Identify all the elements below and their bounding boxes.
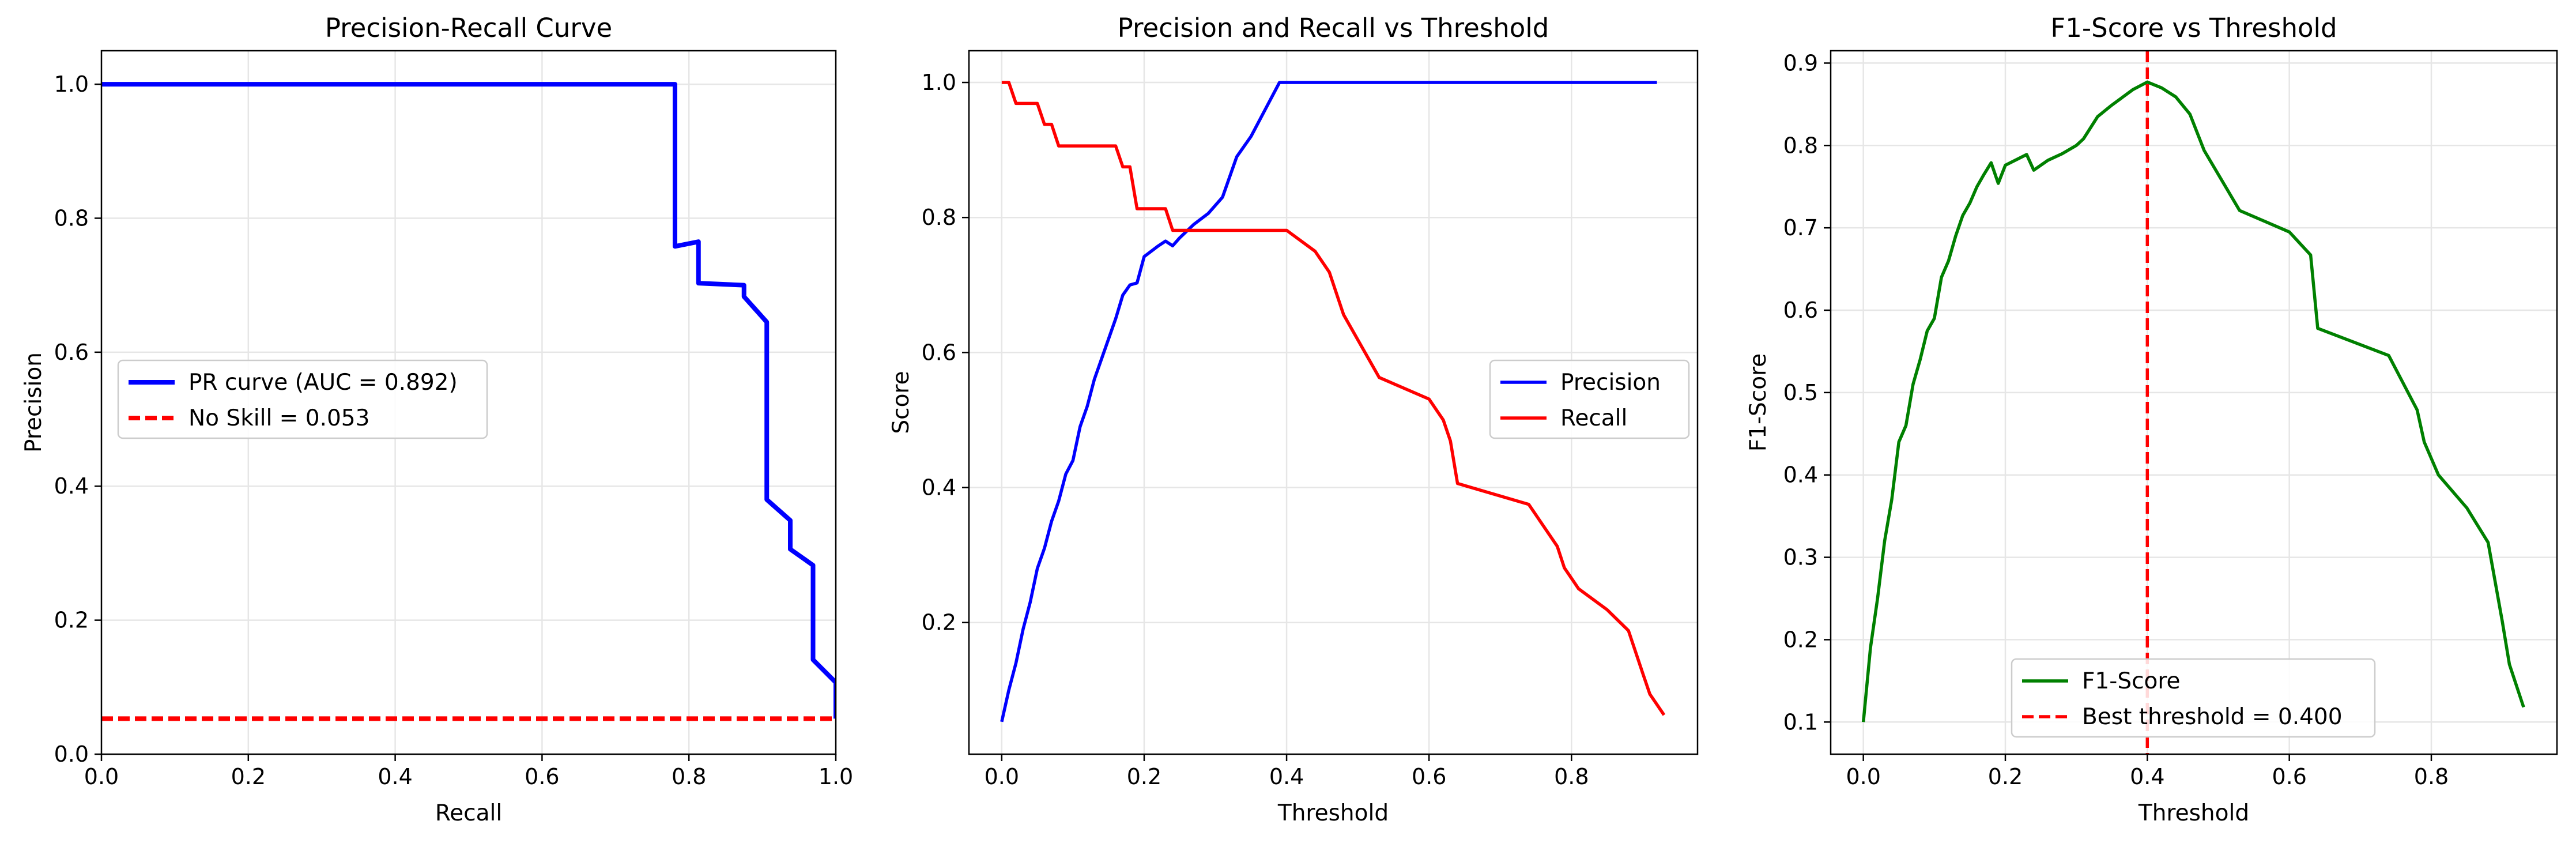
- chart-1-x-tick-label: 0.2: [231, 764, 266, 789]
- chart-1-y-tick-label: 1.0: [54, 71, 89, 97]
- chart-1-y-tick-label: 0.4: [54, 473, 89, 499]
- chart-2-legend-label: Precision: [1560, 370, 1661, 396]
- chart-3-x-tick-label: 0.0: [1846, 764, 1880, 789]
- chart-1-x-tick-label: 0.0: [84, 764, 119, 789]
- chart-2-x-tick-label: 0.2: [1127, 764, 1161, 789]
- chart-3-y-axis-label: F1-Score: [1745, 353, 1771, 452]
- chart-3-x-tick-label: 0.4: [2130, 764, 2164, 789]
- chart-3-x-axis-label: Threshold: [2138, 800, 2249, 826]
- chart-3-y-tick-label: 0.9: [1783, 50, 1818, 76]
- chart-3-y-tick-label: 0.7: [1783, 215, 1818, 240]
- chart-1-legend-label: No Skill = 0.053: [188, 405, 369, 431]
- chart-1-y-tick-label: 0.8: [54, 205, 89, 231]
- chart-2-x-tick-label: 0.0: [985, 764, 1019, 789]
- chart-3-frame: [1830, 50, 2558, 755]
- chart-3-title: F1-Score vs Threshold: [2050, 13, 2337, 43]
- chart-1-x-tick-label: 0.8: [672, 764, 706, 789]
- chart-2-x-axis-label: Threshold: [1277, 800, 1389, 826]
- chart-3-legend-label: F1-Score: [2082, 668, 2181, 694]
- chart-1-y-tick-label: 0.2: [54, 608, 89, 633]
- chart-2-x-tick-label: 0.6: [1412, 764, 1446, 789]
- chart-1-x-tick-label: 1.0: [819, 764, 853, 789]
- chart-3-x-tick-label: 0.6: [2272, 764, 2306, 789]
- chart-3-legend-box: [2011, 658, 2376, 738]
- chart-2-title: Precision and Recall vs Threshold: [1118, 13, 1549, 43]
- chart-2-frame: [968, 50, 1699, 755]
- chart-3-y-tick-label: 0.6: [1783, 298, 1818, 323]
- chart-3-legend: F1-Score Best threshold = 0.400: [2011, 658, 2376, 738]
- chart-1-title: Precision-Recall Curve: [325, 13, 612, 43]
- chart-3-x-tick-label: 0.8: [2414, 764, 2449, 789]
- chart-3-y-tick-label: 0.3: [1783, 545, 1818, 570]
- chart-3-y-tick-label: 0.5: [1783, 380, 1818, 405]
- chart-1-x-tick-label: 0.6: [525, 764, 559, 789]
- chart-2-y-axis-label: Score: [888, 371, 914, 434]
- chart-2-x-tick-label: 0.4: [1269, 764, 1304, 789]
- chart-3-legend-label: Best threshold = 0.400: [2082, 704, 2343, 730]
- chart-1-y-tick-label: 0.6: [54, 340, 89, 365]
- chart-1-legend-label: PR curve (AUC = 0.892): [188, 370, 458, 396]
- chart-1-x-axis-label: Recall: [435, 800, 502, 826]
- chart-1-frame: [100, 50, 837, 755]
- chart-3-y-tick-label: 0.2: [1783, 627, 1818, 652]
- chart-1-y-axis-label: Precision: [21, 352, 47, 453]
- chart-1: 0.0 0.2 0.4 0.6 0.8 1.0 0.0 0.2 0.4 0.6 0.8 1.0 Prec…: [21, 13, 853, 826]
- chart-2-y-tick-label: 1.0: [922, 70, 956, 95]
- chart-2-x-tick-label: 0.8: [1554, 764, 1589, 789]
- chart-2: 0.0 0.2 0.4 0.6 0.8 0.2 0.4 0.6 0.8 1.0 Precision …: [888, 13, 1699, 826]
- chart-2-y-tick-label: 0.4: [922, 475, 956, 500]
- chart-2-legend-label: Recall: [1560, 405, 1627, 431]
- chart-3-y-tick-label: 0.8: [1783, 133, 1818, 158]
- chart-1-legend-box: [117, 359, 488, 439]
- chart-1-series-pr-curve-auc-0-892: [101, 82, 836, 719]
- chart-3-y-tick-label: 0.4: [1783, 462, 1818, 488]
- chart-3-series-f1-score: [1861, 80, 2525, 722]
- chart-2-legend: Precision Recall: [1489, 359, 1690, 439]
- chart-3-y-tick-label: 0.1: [1783, 709, 1818, 735]
- chart-2-y-tick-label: 0.2: [922, 610, 956, 635]
- chart-2-y-tick-label: 0.6: [922, 340, 956, 365]
- chart-2-y-tick-label: 0.8: [922, 205, 956, 230]
- chart-1-y-tick-label: 0.0: [54, 741, 89, 767]
- chart-2-series-recall: [1001, 81, 1666, 716]
- chart-3-x-tick-label: 0.2: [1988, 764, 2023, 789]
- chart-3: 0.0 0.2 0.4 0.6 0.8 0.1 0.2 0.3 0.4 0.5 0.6 0.7 0.8 0…: [1745, 13, 2558, 826]
- chart-1-x-tick-label: 0.4: [378, 764, 412, 789]
- chart-2-series-precision: [1000, 81, 1657, 722]
- chart-1-legend: PR curve (AUC = 0.892) No Skill = 0.053: [117, 359, 488, 439]
